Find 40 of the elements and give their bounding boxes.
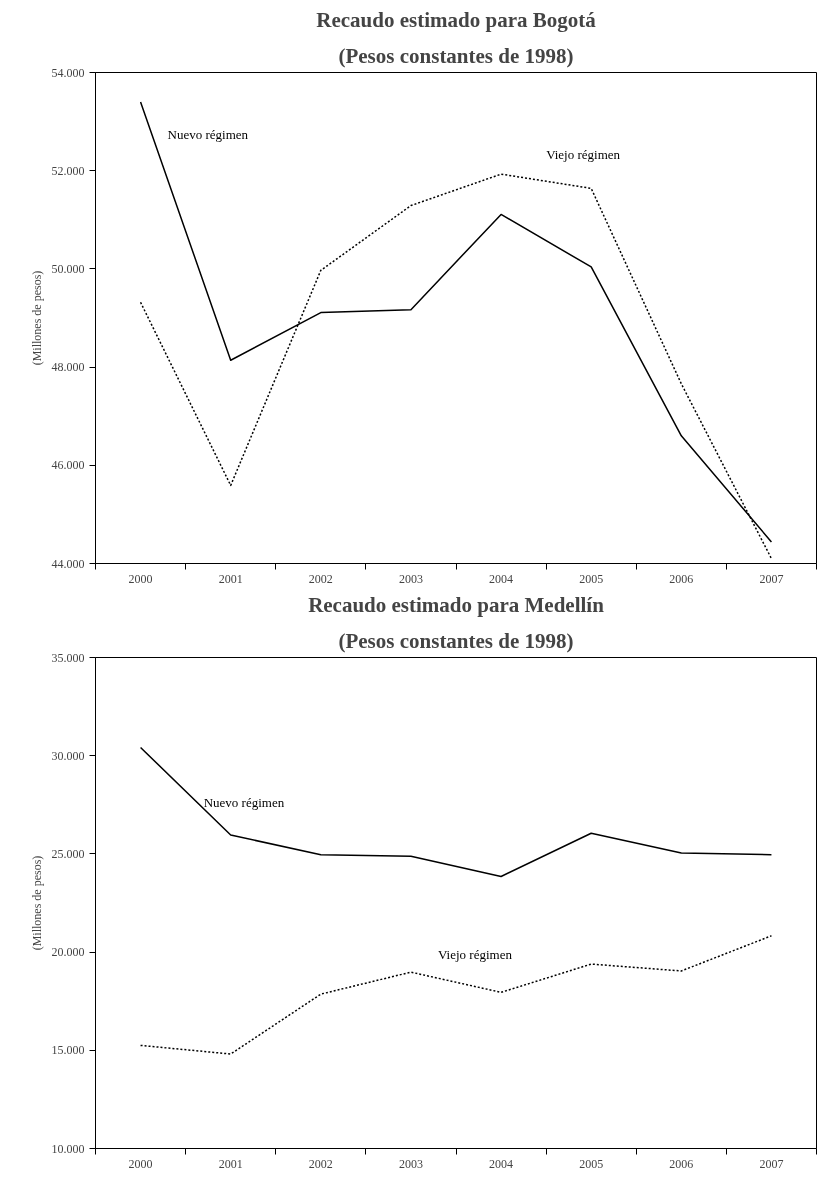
- x-tick-label: 2005: [579, 1156, 604, 1171]
- series-label: Nuevo régimen: [167, 126, 249, 142]
- x-tick-label: 2000: [128, 571, 153, 586]
- x-tick-label: 2006: [669, 1156, 694, 1171]
- x-tick-label: 2003: [398, 1156, 423, 1171]
- y-tick-label: 20.000: [51, 945, 85, 960]
- x-tick-label: 2007: [759, 571, 784, 586]
- x-tick-label: 2001: [218, 1156, 243, 1171]
- y-tick-label: 35.000: [51, 650, 85, 665]
- chart-title: Recaudo estimado para Bogotá: [316, 7, 597, 32]
- y-tick-label: 54.000: [51, 65, 85, 80]
- y-tick-label: 30.000: [51, 748, 85, 763]
- x-tick-label: 2001: [218, 571, 243, 586]
- y-tick-label: 15.000: [51, 1043, 85, 1058]
- x-tick-label: 2000: [128, 1156, 153, 1171]
- x-tick-label: 2006: [669, 571, 694, 586]
- y-tick-label: 48.000: [51, 360, 85, 375]
- series-label: Viejo régimen: [546, 147, 621, 163]
- x-tick-label: 2005: [579, 571, 604, 586]
- y-tick-label: 50.000: [51, 261, 85, 276]
- series-label: Nuevo régimen: [203, 795, 285, 811]
- x-tick-label: 2004: [489, 1156, 514, 1171]
- line-series: [139, 746, 773, 878]
- x-tick-label: 2002: [308, 1156, 333, 1171]
- y-tick-label: 25.000: [51, 846, 85, 861]
- y-tick-label: 10.000: [51, 1141, 85, 1156]
- y-axis-title: (Millones de pesos): [29, 270, 44, 366]
- x-tick-label: 2004: [489, 571, 514, 586]
- x-tick-label: 2002: [308, 571, 333, 586]
- chart-title: Recaudo estimado para Medellín: [308, 592, 605, 617]
- y-tick-label: 46.000: [51, 458, 85, 473]
- y-tick-label: 44.000: [51, 556, 85, 571]
- line-series: [139, 935, 773, 1055]
- chart-subtitle: (Pesos constantes de 1998): [338, 628, 574, 653]
- x-tick-label: 2007: [759, 1156, 784, 1171]
- x-tick-label: 2003: [398, 571, 423, 586]
- chart-subtitle: (Pesos constantes de 1998): [338, 43, 574, 68]
- series-label: Viejo régimen: [437, 947, 513, 963]
- y-axis-title: (Millones de pesos): [29, 855, 44, 951]
- y-tick-label: 52.000: [51, 163, 85, 178]
